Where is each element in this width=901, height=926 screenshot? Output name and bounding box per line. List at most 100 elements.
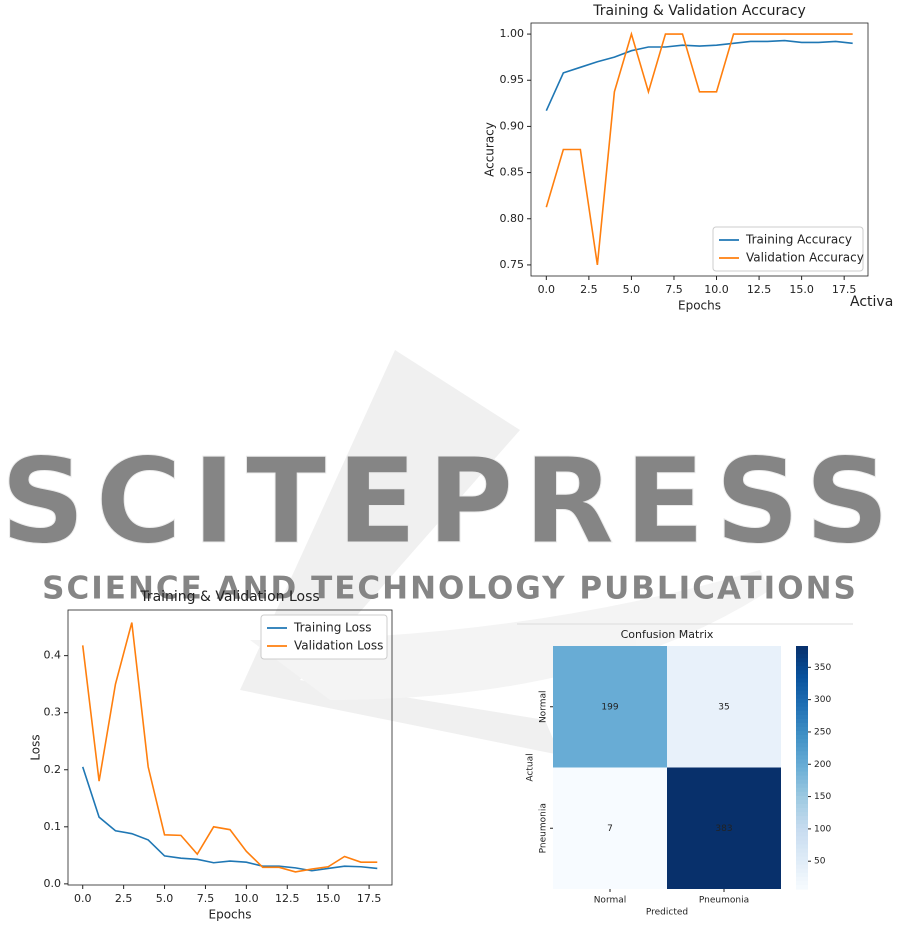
series-line	[545, 31, 853, 266]
legend-label: Validation Loss	[294, 639, 383, 653]
colorbar-segment	[796, 714, 808, 720]
watermark-subtitle: SCIENCE AND TECHNOLOGY PUBLICATIONS	[42, 571, 858, 607]
colorbar-segment	[796, 844, 808, 850]
colorbar-segment	[796, 791, 808, 797]
colorbar-segment	[796, 803, 808, 809]
x-tick-label: 2.5	[115, 892, 133, 905]
heatmap-cell	[667, 646, 781, 768]
x-tick-label: 0.0	[538, 283, 556, 296]
colorbar-segment	[796, 868, 808, 874]
colorbar-segment	[796, 727, 808, 732]
y-tick-label: Pneumonia	[539, 803, 549, 853]
colorbar-segment	[796, 759, 808, 765]
colorbar-tick-label: 50	[814, 857, 826, 867]
colorbar-tick-label: 350	[814, 663, 831, 673]
colorbar-segment	[796, 848, 808, 854]
colorbar-segment	[796, 678, 808, 684]
colorbar-segment	[796, 755, 808, 760]
x-tick-label: 17.5	[832, 283, 857, 296]
colorbar-segment	[796, 666, 808, 671]
colorbar-segment	[796, 690, 808, 696]
colorbar-segment	[796, 694, 808, 700]
x-tick-label: 10.0	[234, 892, 259, 905]
y-tick-label: 0.4	[44, 649, 62, 662]
colorbar-segment	[796, 884, 808, 890]
x-tick-label: 5.0	[156, 892, 174, 905]
colorbar-segment	[796, 674, 808, 679]
x-axis-label: Epochs	[209, 908, 252, 922]
colorbar-segment	[796, 783, 808, 789]
y-tick-label: Normal	[539, 690, 549, 723]
colorbar-segment	[796, 650, 808, 655]
colorbar-segment	[796, 735, 808, 740]
colorbar-segment	[796, 702, 808, 708]
colorbar-segment	[796, 799, 808, 805]
chart-title: Training & Validation Loss	[139, 589, 319, 605]
legend: Training Loss Validation Loss	[260, 614, 388, 660]
colorbar-tick-label: 200	[814, 760, 831, 770]
colorbar-segment	[796, 840, 808, 846]
x-tick-label: 7.5	[197, 892, 215, 905]
x-tick-label: Normal	[594, 896, 627, 906]
y-tick-label: 0.80	[500, 212, 525, 225]
x-tick-label: 0.0	[74, 892, 92, 905]
chart-title: Training & Validation Accuracy	[592, 3, 806, 19]
y-tick-label: 0.85	[500, 166, 525, 179]
colorbar-segment	[796, 658, 808, 663]
colorbar-segment	[796, 876, 808, 882]
y-tick-label: 0.3	[44, 706, 62, 719]
colorbar-segment	[796, 779, 808, 785]
colorbar-segment	[796, 739, 808, 744]
heatmap-cell	[553, 767, 667, 889]
colorbar-segment	[796, 767, 808, 773]
y-tick-label: 0.1	[44, 820, 62, 833]
colorbar-tick-label: 100	[814, 824, 831, 834]
colorbar-segment	[796, 775, 808, 781]
colorbar-segment	[796, 808, 808, 813]
watermark-swoosh	[250, 570, 770, 700]
colorbar-segment	[796, 747, 808, 752]
y-tick-label: 0.95	[500, 73, 525, 86]
colorbar-segment	[796, 654, 808, 659]
y-axis-label: Accuracy	[483, 122, 497, 177]
colorbar-segment	[796, 743, 808, 748]
heatmap-cell	[553, 646, 667, 768]
y-tick-label: 0.0	[44, 877, 62, 890]
y-tick-label: 0.90	[500, 119, 525, 132]
colorbar-segment	[796, 662, 808, 667]
x-tick-label: 2.5	[580, 283, 598, 296]
colorbar-segment	[796, 816, 808, 821]
legend-box	[260, 614, 388, 660]
chart-title: Confusion Matrix	[621, 628, 714, 641]
y-tick-label: 1.00	[500, 27, 525, 40]
colorbar-segment	[796, 795, 808, 801]
colorbar-segment	[796, 698, 808, 704]
heatmap-cell	[667, 767, 781, 889]
cell-label: 7	[607, 824, 613, 834]
x-tick-label: 7.5	[665, 283, 683, 296]
colorbar-segment	[796, 771, 808, 777]
colorbar-segment	[796, 872, 808, 878]
y-axis-label: Actual	[526, 753, 536, 781]
colorbar-segment	[796, 852, 808, 858]
colorbar-segment	[796, 686, 808, 692]
colorbar-segment	[796, 860, 808, 866]
series-line	[545, 39, 853, 112]
colorbar-segment	[796, 763, 808, 769]
colorbar-segment	[796, 751, 808, 756]
colorbar-segment	[796, 646, 808, 651]
colorbar-segment	[796, 718, 808, 724]
colorbar-segment	[796, 832, 808, 837]
y-tick-label: 0.75	[500, 258, 525, 271]
colorbar-segment	[796, 682, 808, 688]
legend-label: Validation Accuracy	[746, 251, 864, 265]
colorbar-segment	[796, 824, 808, 829]
x-tick-label: 15.0	[789, 283, 814, 296]
colorbar-segment	[796, 787, 808, 793]
watermark-title: SCITEPRESS	[0, 432, 899, 570]
plot-frame	[530, 22, 869, 277]
colorbar-segment	[796, 864, 808, 870]
series-line	[81, 622, 378, 873]
colorbar-segment	[796, 670, 808, 675]
